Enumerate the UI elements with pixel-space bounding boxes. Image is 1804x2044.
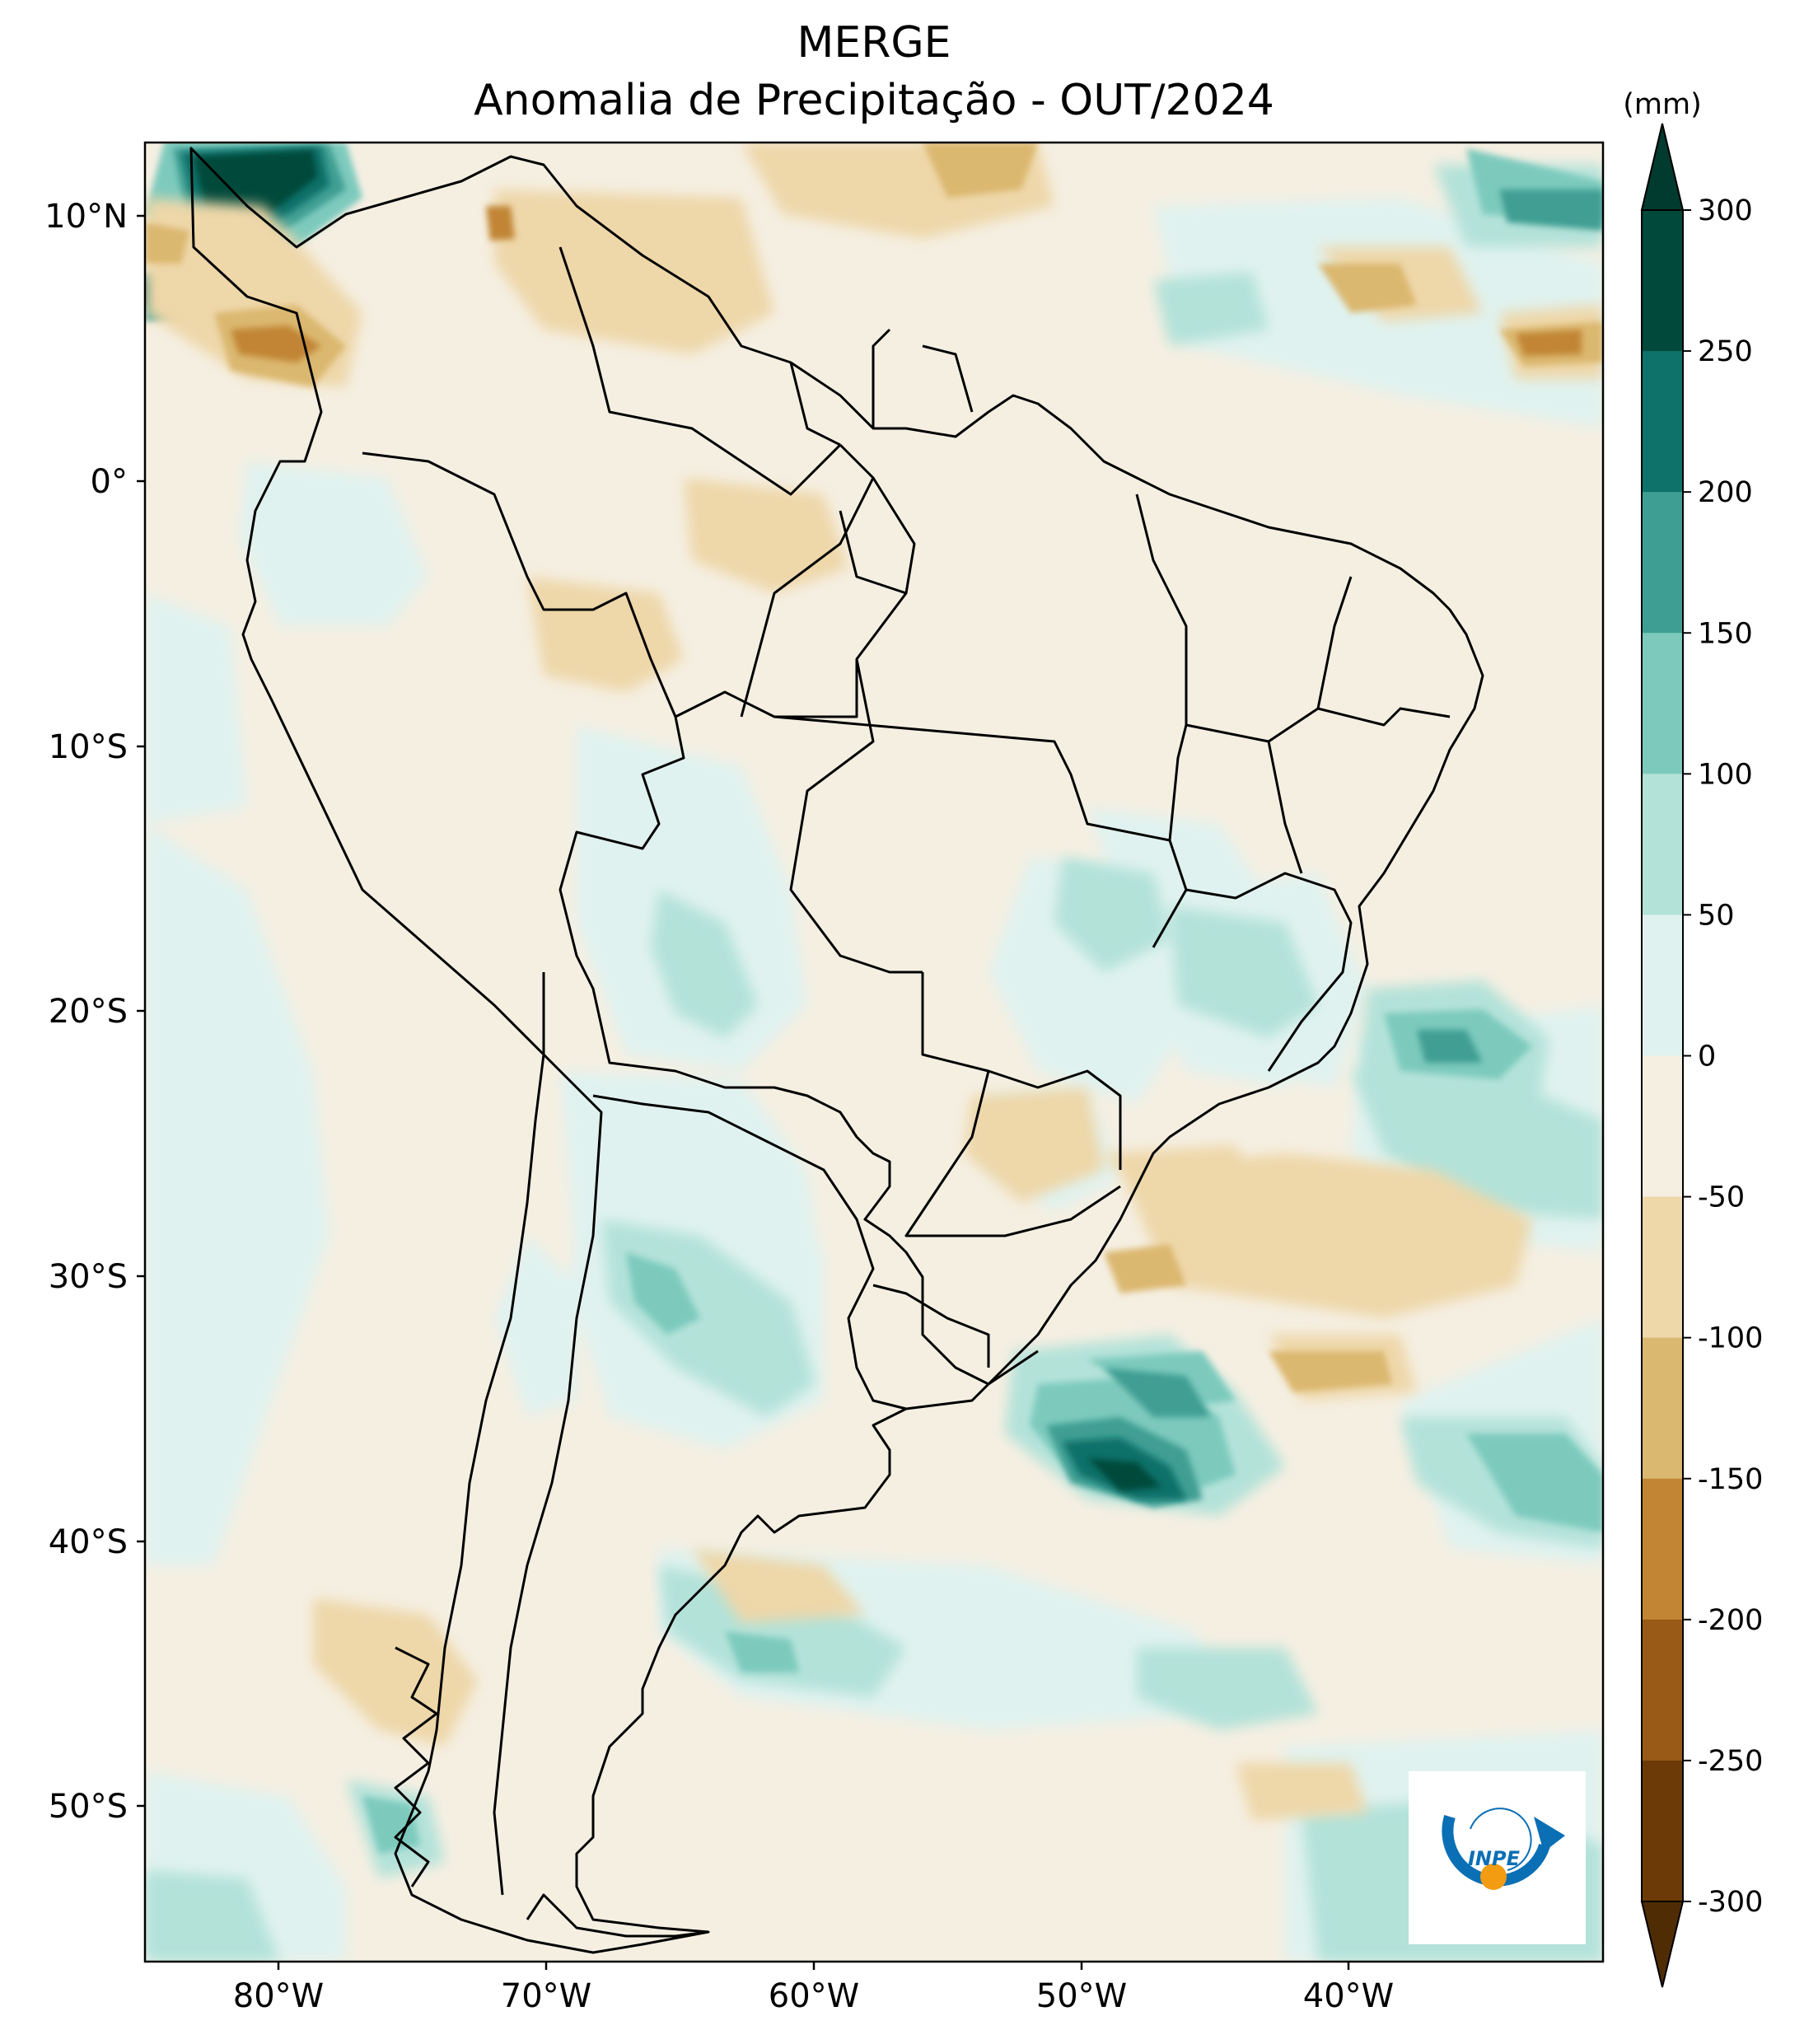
lon-label: 80°W (233, 1977, 324, 2015)
north-borders (362, 451, 677, 718)
interior-border-d (921, 972, 1122, 1170)
map-frame (143, 141, 1605, 1963)
lat-label: 10°N (44, 198, 128, 236)
colorbar-segment (1642, 351, 1683, 493)
interior-border-j (1267, 741, 1303, 874)
longitude-labels: 80°W 70°W 60°W 50°W 40°W (233, 1977, 1394, 2015)
interior-border-e (904, 1070, 1121, 1237)
chart-subtitle: Anomalia de Precipitação - OUT/2024 (474, 76, 1274, 125)
colorbar-tick-label: -200 (1698, 1604, 1763, 1637)
andes-border (493, 972, 603, 1896)
interior-border-a (740, 477, 875, 718)
axis-ticks (137, 214, 1350, 1970)
colorbar-segment (1642, 1619, 1683, 1761)
lat-label: 30°S (49, 1258, 128, 1296)
colorbar-tick-label: 200 (1698, 476, 1753, 509)
lat-label: 20°S (49, 993, 128, 1031)
latitude-labels: 10°N 0° 10°S 20°S 30°S 40°S 50°S (44, 198, 128, 1826)
strong-negative-regions (145, 143, 1603, 1392)
lon-label: 60°W (769, 1977, 859, 2015)
lat-label: 40°S (49, 1523, 128, 1561)
lat-label: 50°S (49, 1788, 128, 1826)
colorbar-tick-label: -50 (1698, 1181, 1745, 1214)
colorbar-over-triangle (1640, 123, 1685, 211)
lat-label: 0° (91, 463, 128, 501)
colorbar-segment (1642, 633, 1683, 774)
very-strong-negative-regions (231, 206, 1582, 362)
colorbar-segment (1642, 492, 1683, 634)
colorbar: (mm) 300 250 200 150 100 50 0 -50 -100 -150 -200 -2… (1623, 88, 1763, 1988)
southern-cone (592, 1094, 907, 1410)
brazil-border (558, 443, 1039, 1386)
chart-title: MERGE (797, 18, 951, 68)
colorbar-segment (1642, 1055, 1683, 1198)
colorbar-segment (1642, 1760, 1683, 1902)
uruguay (872, 1284, 990, 1368)
colorbar-tick-label: 50 (1698, 899, 1735, 932)
logo-arrow-icon (1534, 1817, 1565, 1852)
chile-fjords (394, 1646, 438, 1887)
colorbar-tick-label: 150 (1698, 617, 1753, 650)
colorbar-unit-label: (mm) (1623, 88, 1702, 121)
colorbar-tick-label: -150 (1698, 1463, 1763, 1496)
colorbar-segment (1642, 914, 1683, 1056)
colorbar-under-triangle (1640, 1901, 1685, 1988)
colorbar-tick-label: 100 (1698, 758, 1753, 791)
colorbar-tick-label: -300 (1698, 1886, 1763, 1919)
interior-border-k (839, 510, 907, 595)
colorbar-tick-label: 300 (1698, 194, 1753, 227)
colorbar-segment (1642, 210, 1683, 352)
lat-label: 10°S (49, 728, 128, 766)
colorbar-tick-label: -100 (1698, 1322, 1763, 1355)
north-borders-2 (558, 246, 842, 496)
colorbar-tick-label: 0 (1698, 1041, 1716, 1073)
tierra-del-fuego (526, 1893, 709, 1938)
lon-label: 40°W (1303, 1977, 1394, 2015)
colorbar-tick-label: 250 (1698, 335, 1753, 368)
logo-sun-icon (1480, 1864, 1507, 1890)
colorbar-segment (1642, 774, 1683, 915)
colorbar-segment (1642, 1196, 1683, 1339)
south-america-coast (189, 147, 1484, 1954)
guianas (789, 328, 974, 447)
interior-border-c (789, 658, 923, 974)
interior-border-g (1135, 493, 1188, 841)
lon-label: 50°W (1036, 1977, 1127, 2015)
colorbar-segment (1642, 1337, 1683, 1480)
lon-label: 70°W (501, 1977, 591, 2015)
borders-layer (189, 147, 1484, 1954)
logo-text: INPE (1468, 1847, 1521, 1870)
colorbar-tick-label: -250 (1698, 1745, 1763, 1778)
anomaly-field (145, 143, 1603, 1962)
interior-border-f (1185, 872, 1353, 1072)
inpe-logo: INPE (1409, 1771, 1586, 1944)
interior-border-i (1317, 707, 1451, 727)
max-positive-regions (194, 150, 1161, 1491)
colorbar-segment (1642, 1478, 1683, 1621)
